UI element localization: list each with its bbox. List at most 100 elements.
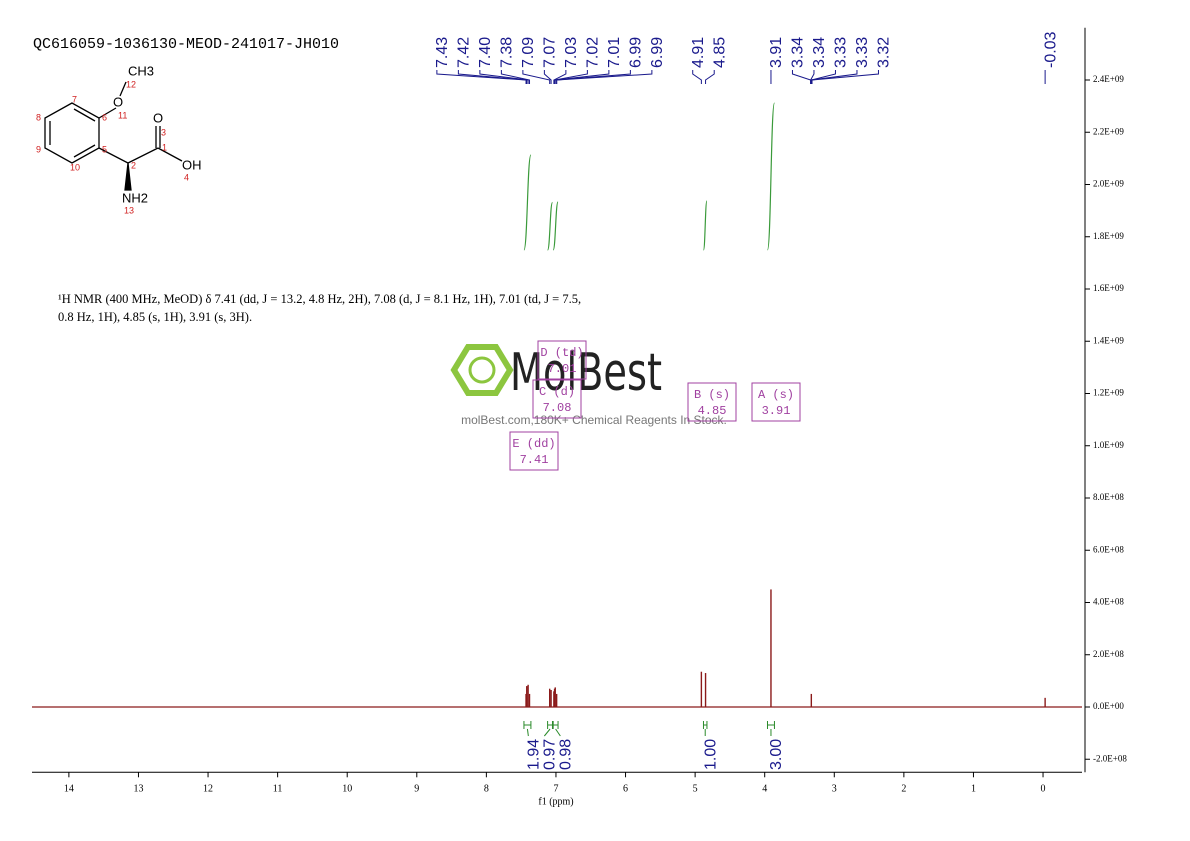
bond <box>157 147 183 162</box>
multiplet-box <box>687 382 737 422</box>
atom: NH2 <box>122 190 148 205</box>
peak-label: 7.09 <box>520 37 537 68</box>
peak-label-leader <box>810 70 858 84</box>
wedge <box>124 162 132 191</box>
y-tick-label: 1.6E+09 <box>1093 283 1124 293</box>
bond <box>119 81 127 97</box>
atom: OH <box>182 157 202 172</box>
x-tick-label: 14 <box>64 784 74 795</box>
integral-label: 0.97 <box>542 739 559 770</box>
chart-title: QC616059-1036130-MEOD-241017-JH010 <box>33 36 339 53</box>
peak-label-leader <box>810 70 815 84</box>
x-tick-label: 11 <box>273 784 283 795</box>
x-tick-label: 13 <box>133 784 143 795</box>
watermark-tagline: molBest.com,180K+ Chemical Reagents In S… <box>461 413 727 427</box>
multiplet-box <box>532 379 582 419</box>
peak-label: 7.01 <box>606 37 623 68</box>
atom-number: 11 <box>118 110 127 120</box>
y-tick-label: 1.8E+09 <box>1093 231 1124 241</box>
peak-label: 7.40 <box>477 37 494 68</box>
atom-number: 9 <box>36 144 41 154</box>
peak-label-leader <box>791 70 812 84</box>
peak-label-leader <box>692 70 702 84</box>
multiplet-shift: 7.08 <box>543 401 572 415</box>
peak-label: 3.34 <box>790 37 807 68</box>
integral-curve <box>702 200 708 251</box>
multiplet-shift: 3.91 <box>762 404 791 418</box>
peak-label: 3.33 <box>854 37 871 68</box>
integral-label: 1.00 <box>702 739 719 770</box>
atom-number: 13 <box>124 205 134 215</box>
integral-bracket <box>766 721 775 729</box>
y-tick-label: 6.0E+08 <box>1093 544 1124 554</box>
peak-label-leader <box>811 70 879 84</box>
peak-label-leader <box>705 70 715 84</box>
x-tick-label: 1 <box>971 784 976 795</box>
integral-curve <box>552 201 559 251</box>
multiplet-label: E (dd) <box>512 437 555 451</box>
multiplet-label: D (td) <box>540 346 583 360</box>
x-tick-label: 10 <box>342 784 352 795</box>
x-tick-label: 8 <box>484 784 489 795</box>
atom-number: 12 <box>126 79 136 89</box>
peak-label: 3.32 <box>876 37 893 68</box>
atom-number: 7 <box>72 94 77 104</box>
y-tick-label: 4.0E+08 <box>1093 597 1124 607</box>
peak-label: 6.99 <box>649 37 666 68</box>
multiplet-label: B (s) <box>694 388 730 402</box>
integral-label: 1.94 <box>526 739 543 770</box>
y-tick-label: 1.2E+09 <box>1093 388 1124 398</box>
atom-number: 3 <box>161 127 166 137</box>
peak-label: 6.99 <box>628 37 645 68</box>
y-tick-label: 2.4E+09 <box>1093 74 1124 84</box>
integral-bracket <box>547 721 553 729</box>
x-tick-label: 2 <box>901 784 906 795</box>
peak-label-leader <box>457 70 528 84</box>
bond <box>73 144 96 158</box>
x-tick-label: 5 <box>693 784 698 795</box>
multiplet-label: C (d) <box>539 385 575 399</box>
peak-label-leader <box>500 70 531 84</box>
peak-label: 3.34 <box>811 37 828 68</box>
peak-label: 4.85 <box>711 37 728 68</box>
peak-label: 7.38 <box>499 37 516 68</box>
peak-label: 4.91 <box>690 37 707 68</box>
logo <box>468 356 496 384</box>
atom: O <box>113 94 123 109</box>
peak-label-leader <box>522 70 551 84</box>
integral-curve <box>547 201 554 251</box>
integral-leader <box>543 728 551 737</box>
atom-number: 1 <box>162 142 167 152</box>
molecule <box>44 81 183 191</box>
y-tick-label: -2.0E+08 <box>1093 753 1127 763</box>
integral-bracket <box>702 721 708 729</box>
peak-label: 7.02 <box>585 37 602 68</box>
x-tick-label: 12 <box>203 784 213 795</box>
y-tick-label: 8.0E+08 <box>1093 492 1124 502</box>
integral-leader <box>526 728 529 737</box>
x-tick-label: 4 <box>762 784 767 795</box>
description: 0.8 Hz, 1H), 4.85 (s, 1H), 3.91 (s, 3H). <box>58 310 252 324</box>
y-tick-label: 1.4E+09 <box>1093 335 1124 345</box>
peak-label: 3.91 <box>768 37 785 68</box>
peak-label-leader <box>436 70 527 84</box>
x-axis-label: f1 (ppm) <box>538 796 573 807</box>
multiplet-box <box>537 340 587 380</box>
y-tick-label: 2.0E+09 <box>1093 179 1124 189</box>
bond <box>127 147 159 164</box>
peak-label-leader <box>556 70 653 84</box>
atom-number: 2 <box>131 160 136 170</box>
atom: O <box>153 110 163 125</box>
integral-label: 3.00 <box>768 739 785 770</box>
atom-number: 10 <box>70 162 80 172</box>
atom-number: 8 <box>36 112 41 122</box>
x-tick-label: 6 <box>623 784 628 795</box>
integral-curve <box>766 102 776 251</box>
peak-label-leader <box>543 70 552 84</box>
logo <box>450 344 514 396</box>
integral-bracket <box>552 721 559 729</box>
peak-label: -0.03 <box>1042 31 1059 68</box>
peak-label-leader <box>554 70 610 84</box>
x-tick-label: 0 <box>1041 784 1046 795</box>
integral-leader <box>555 728 561 737</box>
